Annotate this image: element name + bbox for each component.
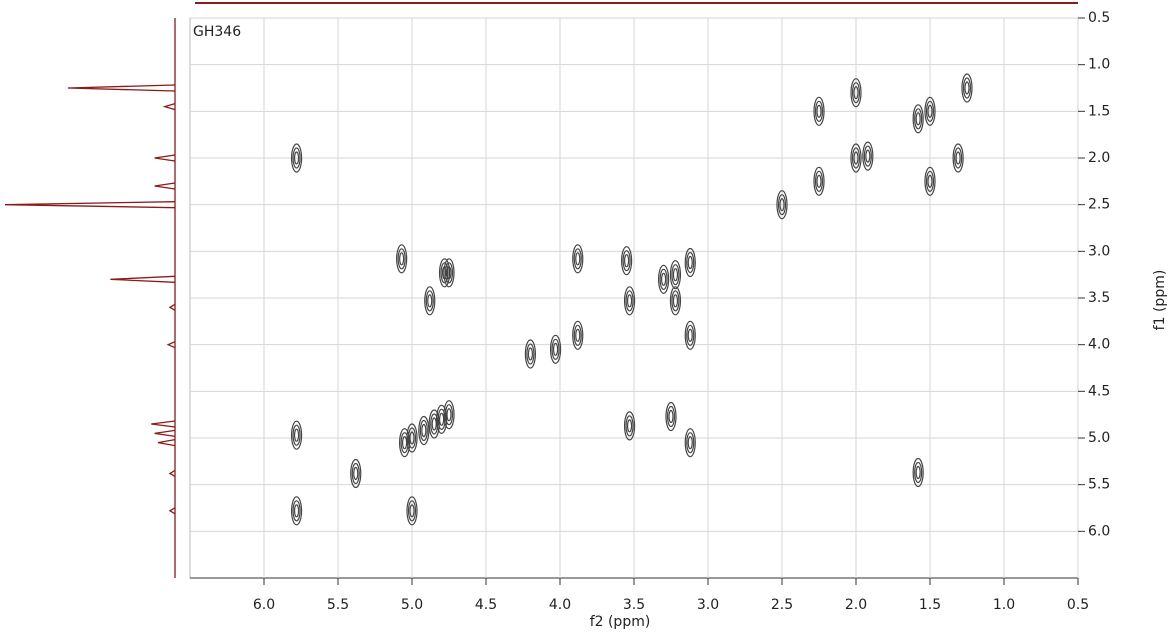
projection-peak <box>170 470 175 476</box>
x-tick-label: 4.5 <box>475 597 497 613</box>
contour-ring <box>673 295 677 307</box>
x-tick-label: 6.0 <box>253 597 275 613</box>
y-tick-label: 3.0 <box>1088 243 1110 259</box>
projection-peak <box>168 342 175 348</box>
cross-peak <box>685 429 695 457</box>
cross-peak <box>444 401 454 429</box>
contour-ring <box>916 113 920 125</box>
cross-peak <box>962 74 972 102</box>
contour-ring <box>916 467 920 479</box>
cross-peak <box>622 247 632 275</box>
x-tick-label: 5.0 <box>401 597 423 613</box>
contour-ring <box>295 505 299 517</box>
x-tick-label: 2.0 <box>845 597 867 613</box>
y-tick-label: 0.5 <box>1088 10 1110 26</box>
contour-ring <box>866 150 870 162</box>
x-tick-label: 5.5 <box>327 597 349 613</box>
cross-peak <box>863 142 873 170</box>
y-tick-label: 4.0 <box>1088 337 1110 353</box>
cross-peak <box>670 287 680 315</box>
projection-peak <box>170 304 175 310</box>
y-tick-label: 2.5 <box>1088 197 1110 213</box>
contour-ring <box>354 467 358 479</box>
y-tick-label: 3.5 <box>1088 290 1110 306</box>
x-tick-label: 3.0 <box>697 597 719 613</box>
contour-ring <box>628 295 632 307</box>
chart: GH346 f2 (ppm) f1 (ppm) 6.0 5.5 5.0 4.5 4.0 3… <box>0 0 1175 635</box>
cross-peak <box>397 245 407 273</box>
y-tick-label: 2.0 <box>1088 150 1110 166</box>
contour-ring <box>673 269 677 281</box>
x-tick-label: 3.5 <box>623 597 645 613</box>
cross-peak <box>625 412 635 440</box>
cross-peak <box>666 403 676 431</box>
cross-peak <box>685 249 695 277</box>
cross-peak <box>525 340 535 368</box>
cross-peak <box>659 265 669 293</box>
contour-ring <box>965 82 969 94</box>
projection-peak <box>170 508 175 514</box>
contour-ring <box>422 425 426 437</box>
contour-ring <box>576 329 580 341</box>
cross-peak <box>429 410 439 438</box>
cross-peak <box>292 497 302 525</box>
contour-ring <box>440 413 444 425</box>
contour-ring <box>625 255 629 267</box>
cross-peak <box>573 245 583 273</box>
contour-ring <box>432 418 436 430</box>
contour-ring <box>669 411 673 423</box>
contour-ring <box>400 253 404 265</box>
x-tick-label: 1.5 <box>919 597 941 613</box>
cross-peak <box>670 261 680 289</box>
projection-peak <box>158 440 175 446</box>
y-tick-label: 6.0 <box>1088 523 1110 539</box>
x-axis-label: f2 (ppm) <box>590 614 651 630</box>
x-tick-label: 2.5 <box>771 597 793 613</box>
x-tick-label: 4.0 <box>549 597 571 613</box>
cross-peak <box>551 335 561 363</box>
projection-peak <box>155 155 175 161</box>
contour-ring <box>662 273 666 285</box>
chart-title: GH346 <box>193 24 241 40</box>
contour-ring <box>688 257 692 269</box>
contour-ring <box>447 409 451 421</box>
cross-peak <box>913 459 923 487</box>
contour-ring <box>576 253 580 265</box>
projection-peak <box>151 421 175 427</box>
cross-peak <box>625 287 635 315</box>
contour-ring <box>688 329 692 341</box>
contour-ring <box>628 420 632 432</box>
y-tick-label: 1.5 <box>1088 103 1110 119</box>
contour-ring <box>817 175 821 187</box>
contour-ring <box>428 295 432 307</box>
y-tick-label: 5.0 <box>1088 430 1110 446</box>
projection-peak <box>5 202 175 208</box>
cross-peak <box>437 405 447 433</box>
x-tick-label: 0.5 <box>1067 597 1089 613</box>
projection-peak <box>110 276 175 282</box>
contour-ring <box>528 348 532 360</box>
cross-peak <box>685 321 695 349</box>
cross-peak <box>425 287 435 315</box>
y-tick-label: 5.5 <box>1088 477 1110 493</box>
projection-peak <box>155 430 175 436</box>
y-tick-label: 4.5 <box>1088 383 1110 399</box>
y-tick-label: 1.0 <box>1088 57 1110 73</box>
cross-peak <box>419 417 429 445</box>
cross-peak <box>292 421 302 449</box>
cross-peak <box>913 105 923 133</box>
x-tick-label: 1.0 <box>993 597 1015 613</box>
projection-peak <box>165 104 175 110</box>
y-axis-label: f1 (ppm) <box>1152 270 1168 331</box>
cross-peak <box>814 167 824 195</box>
projection-peak <box>155 183 175 189</box>
cross-peak <box>573 321 583 349</box>
projection-peak <box>68 85 175 91</box>
cross-peak <box>400 429 410 457</box>
cross-peak <box>351 459 361 487</box>
contour-ring <box>295 429 299 441</box>
